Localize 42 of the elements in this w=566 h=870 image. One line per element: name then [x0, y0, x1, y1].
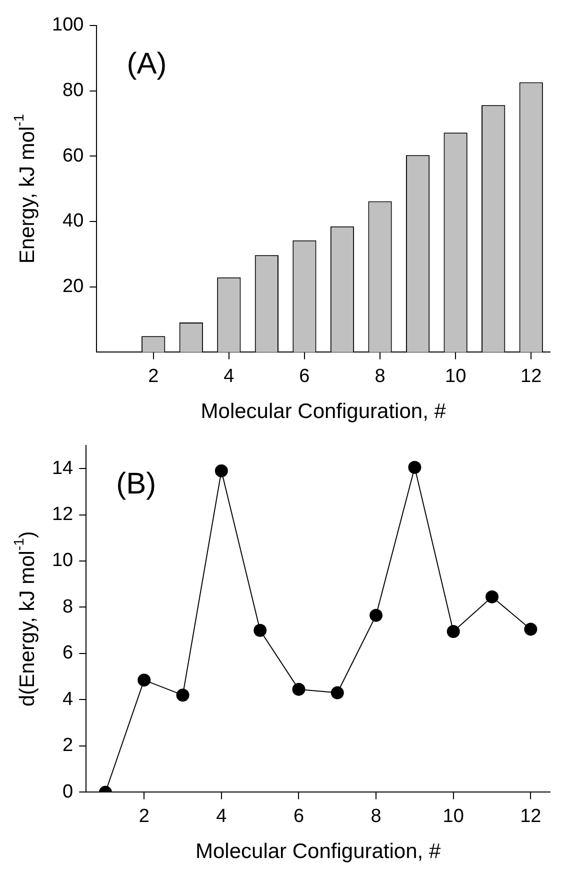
y-tick-label: 10 — [52, 550, 74, 572]
point — [524, 622, 538, 636]
point — [176, 688, 190, 702]
y-tick-label: 2 — [62, 735, 74, 756]
x-tick-label: 8 — [370, 806, 382, 827]
x-axis-title: Molecular Configuration, # — [196, 840, 441, 863]
point — [138, 674, 151, 687]
x-tick-label: 2 — [138, 806, 150, 827]
point — [486, 590, 499, 604]
point — [292, 682, 306, 696]
annotation: (A) — [126, 48, 167, 81]
y-tick-label: 20 — [62, 276, 84, 298]
point — [370, 608, 383, 622]
x-tick-label: 10 — [444, 366, 466, 387]
y-tick-label: 100 — [52, 14, 84, 36]
x-tick-label: 2 — [148, 366, 159, 387]
point — [446, 625, 460, 638]
y-tick-label: 4 — [62, 688, 74, 710]
y-tick-label: 60 — [62, 145, 84, 166]
x-tick-label: 10 — [442, 806, 464, 827]
x-tick-label: 12 — [520, 366, 542, 387]
x-tick-label: 4 — [224, 366, 235, 387]
point — [254, 624, 267, 637]
x-tick-label: 8 — [374, 366, 386, 387]
x-tick-label: 6 — [293, 806, 304, 827]
x-axis-title: Molecular Configuration, # — [200, 400, 446, 423]
y-tick-label: 8 — [62, 596, 74, 618]
x-tick-label: 6 — [299, 366, 310, 387]
x-tick-label: 4 — [216, 806, 228, 827]
y-tick-label: 0 — [62, 781, 74, 802]
annotation: (B) — [116, 468, 156, 501]
point — [408, 460, 422, 474]
y-tick-label: 14 — [52, 458, 74, 479]
y-tick-label: 40 — [62, 210, 84, 232]
y-axis-title: d(Energy, kJ mol-1) — [10, 531, 39, 707]
y-tick-label: 12 — [52, 504, 74, 525]
x-tick-label: 12 — [520, 806, 542, 827]
y-tick-label: 6 — [62, 642, 74, 664]
point — [214, 464, 228, 478]
y-tick-label: 80 — [62, 80, 84, 101]
y-axis-title: Energy, kJ mol-1 — [10, 114, 39, 264]
point — [330, 686, 344, 700]
